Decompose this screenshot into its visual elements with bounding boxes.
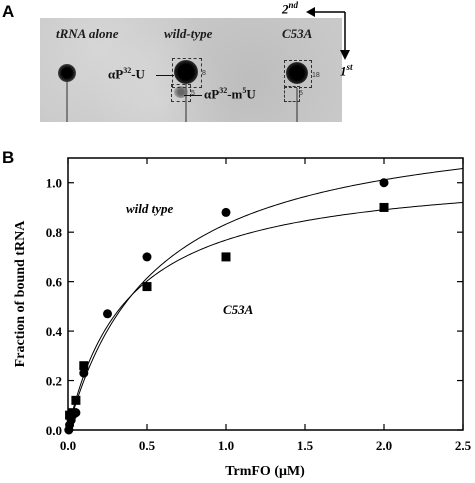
axis-ticks: 0.0 0.5 1.0 1.5 2.0 2.5 0.0 0.2 0.4 0.6 0.8 1.0	[46, 158, 472, 453]
first-dimension-label: 1st	[340, 62, 353, 79]
lane-streak	[296, 88, 298, 122]
quantification-box	[172, 58, 202, 88]
data-point-c53a	[221, 252, 231, 262]
curve-label-wild-type: wild type	[126, 201, 174, 216]
tlc-plate-image: tRNA alone wild-type C53A 8 18 5 5 αP32-…	[40, 18, 342, 122]
spot-label-p32-u: αP32-U	[108, 66, 145, 82]
curve-label-c53a: C53A	[223, 302, 254, 317]
y-tick-label: 0.2	[46, 374, 62, 389]
data-point-wild-type	[221, 207, 231, 217]
y-axis-title: Fraction of bound tRNA	[13, 220, 28, 368]
data-point-c53a	[68, 408, 78, 418]
y-tick-label: 0.0	[46, 423, 62, 438]
x-tick-label: 0.0	[60, 438, 76, 453]
spot-number: 5	[299, 90, 303, 97]
fit-curves	[67, 168, 464, 431]
x-tick-label: 0.5	[139, 438, 156, 453]
first-dimension-arrowhead	[340, 50, 350, 60]
lane-title-wild-type: wild-type	[164, 26, 213, 41]
y-tick-label: 0.8	[46, 225, 63, 240]
data-point-wild-type	[79, 368, 89, 378]
lane-streak	[66, 68, 68, 122]
y-tick-label: 0.4	[46, 324, 63, 339]
spot-trna-alone	[58, 64, 76, 82]
data-point-c53a	[379, 202, 389, 212]
quantification-box	[171, 84, 191, 102]
quantification-box	[284, 86, 300, 102]
spot-wild-type-u	[174, 60, 198, 84]
lane-title-c53a: C53A	[282, 26, 313, 41]
lane-streak	[185, 84, 187, 122]
dimension-arrows	[306, 7, 350, 60]
x-tick-label: 2.0	[376, 438, 392, 453]
y-tick-label: 1.0	[46, 176, 62, 191]
x-tick-label: 1.0	[218, 438, 234, 453]
data-point-c53a	[71, 395, 81, 405]
spot-number: 8	[202, 70, 206, 77]
data-points	[64, 178, 389, 435]
x-tick-label: 2.5	[455, 438, 472, 453]
y-tick-label: 0.6	[46, 275, 63, 290]
x-axis-title: TrmFO (μM)	[225, 464, 305, 479]
panel-a-label: A	[2, 2, 15, 21]
spot-number: 5	[191, 90, 195, 97]
spot-label-p32-m5u: αP32-m5U	[204, 86, 256, 102]
data-point-c53a	[79, 361, 89, 371]
data-point-c53a	[142, 282, 152, 292]
second-dimension-arrowhead	[306, 7, 315, 17]
plot-area	[67, 157, 464, 431]
panel-b-label: B	[2, 148, 15, 167]
label-leader-line	[156, 75, 174, 76]
lane-title-trna-alone: tRNA alone	[56, 26, 119, 41]
spot-c53a-u	[286, 62, 308, 84]
data-point-wild-type	[379, 178, 389, 188]
data-point-wild-type	[142, 252, 152, 262]
spot-number: 18	[312, 72, 320, 79]
data-point-wild-type	[103, 309, 112, 319]
label-leader-line	[184, 95, 202, 96]
second-dimension-label: 2nd	[282, 0, 299, 17]
fit-curve-c53a	[67, 201, 464, 431]
x-tick-label: 1.5	[297, 438, 314, 453]
quantification-box	[284, 60, 312, 88]
